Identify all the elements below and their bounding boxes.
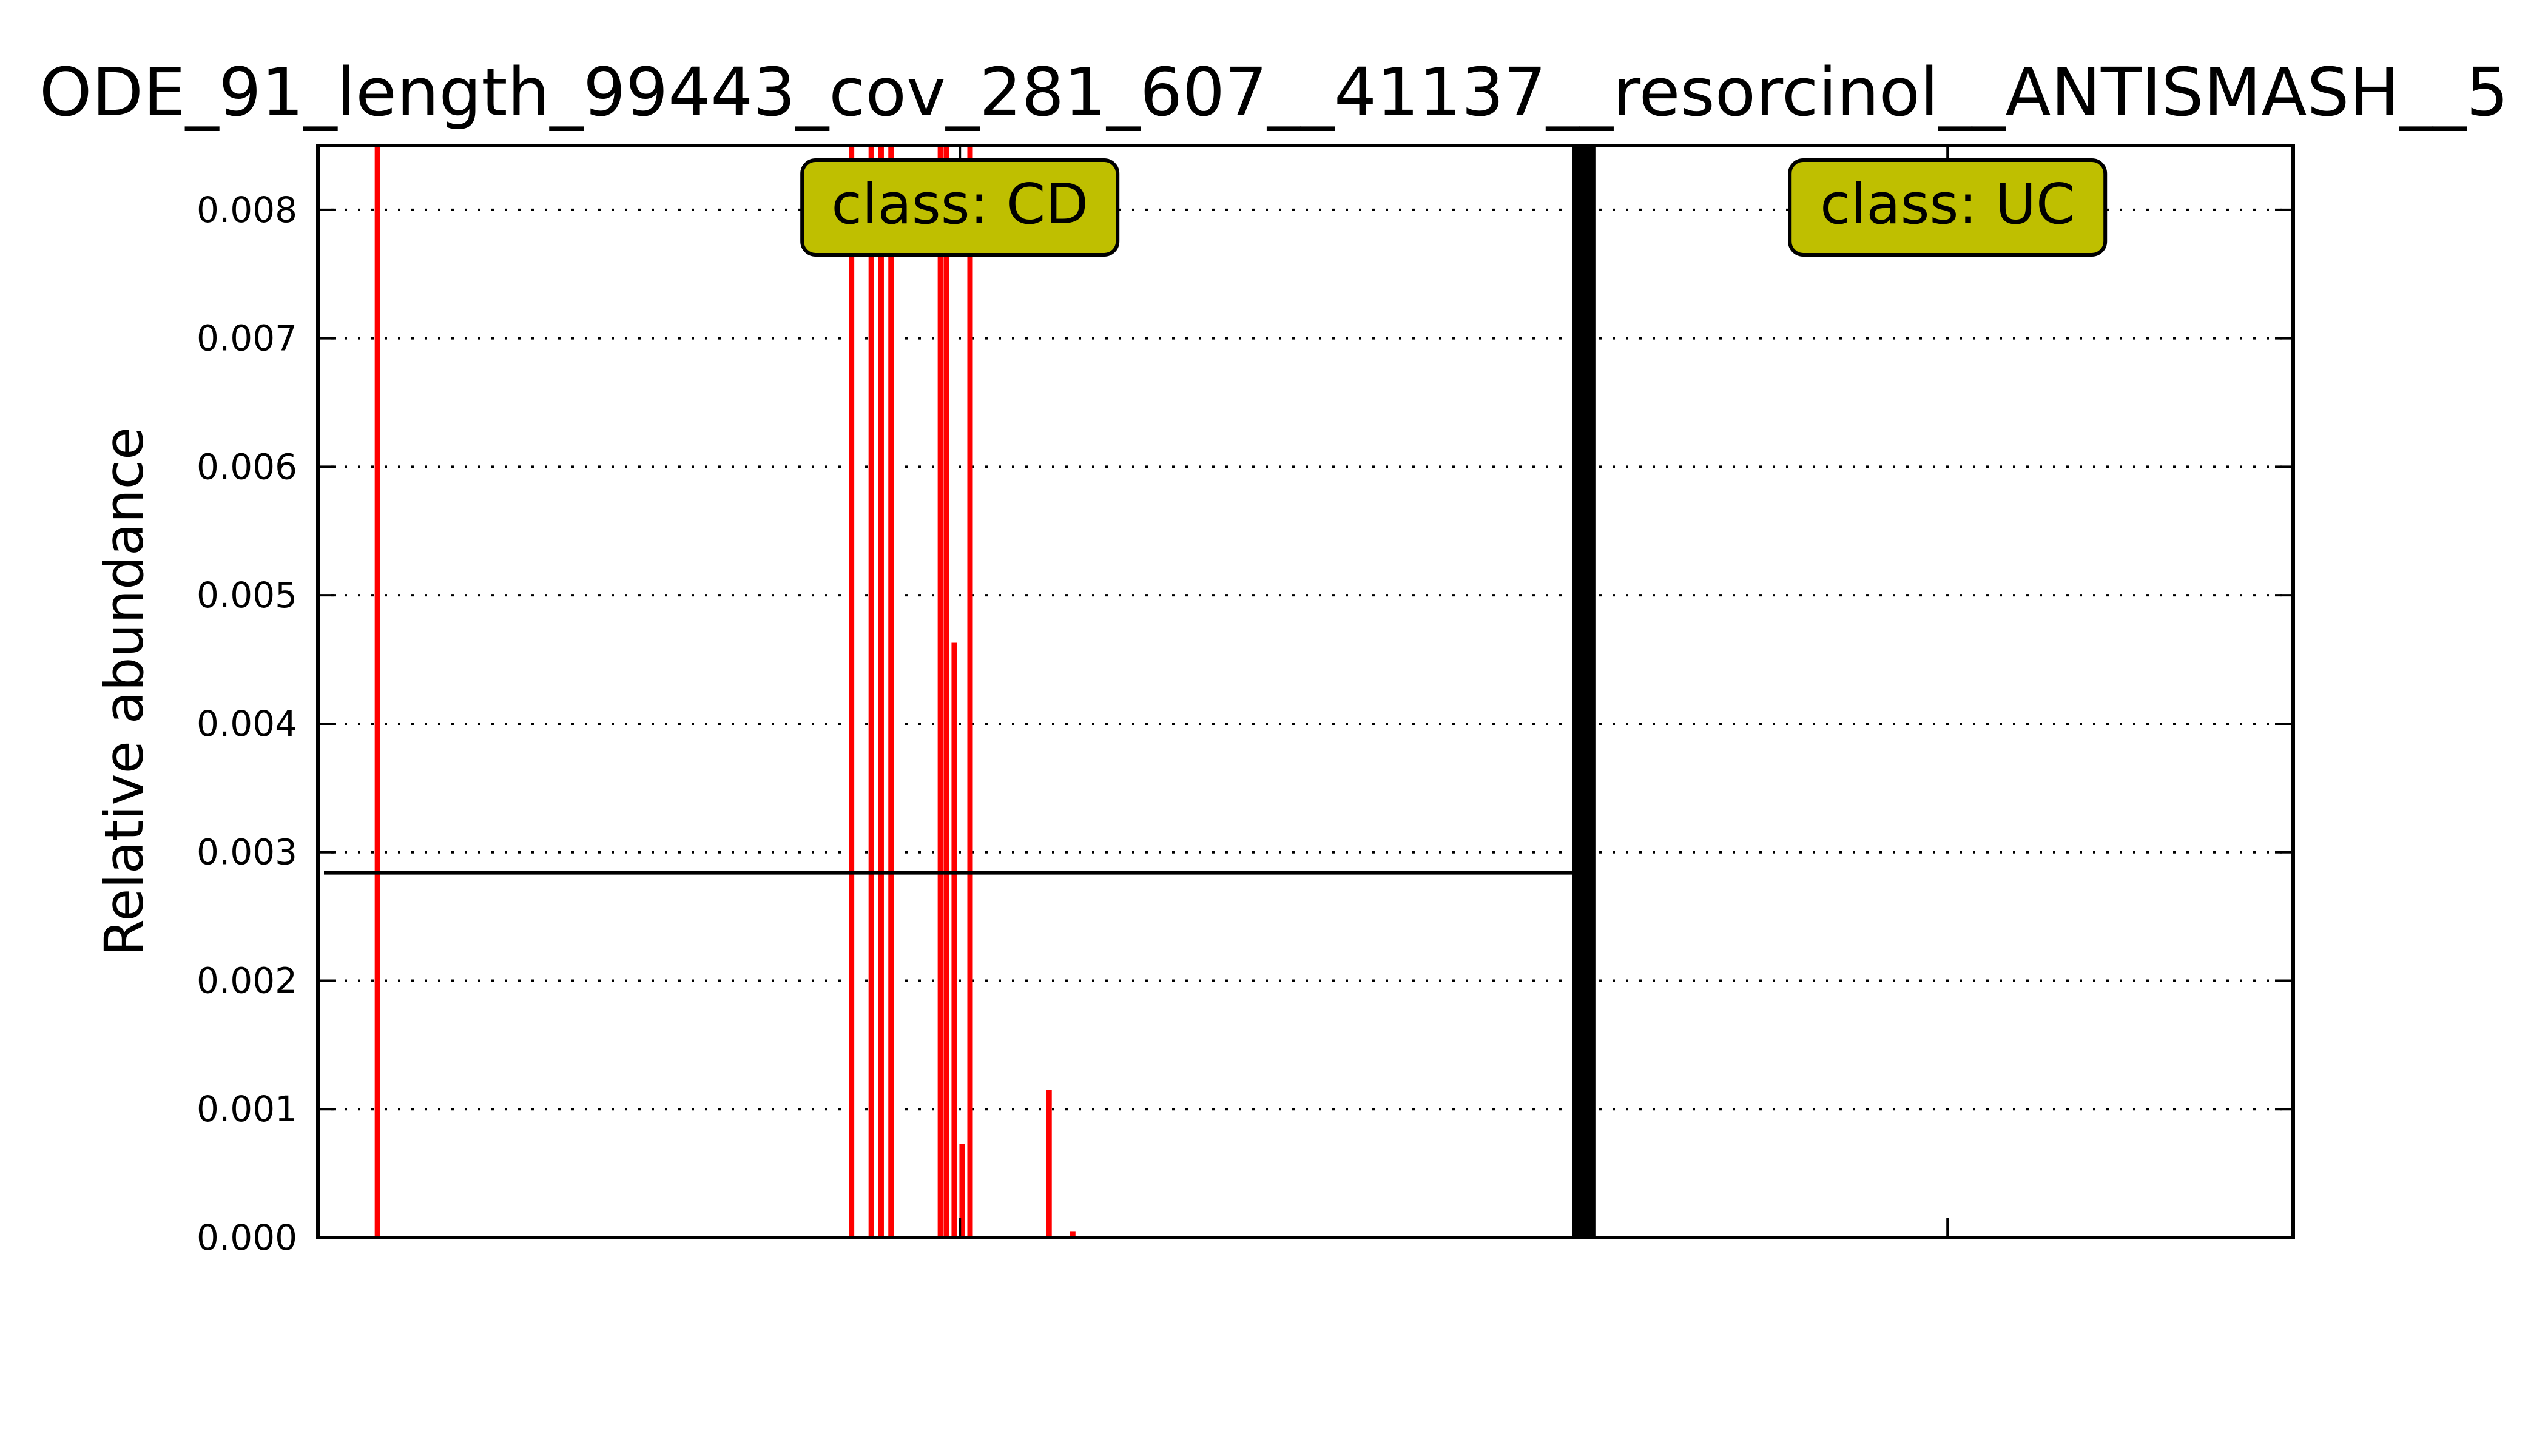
y-tick-label: 0.007 [197, 318, 297, 359]
bar [1070, 1231, 1076, 1238]
bar [888, 146, 894, 1238]
bar [943, 146, 949, 1238]
y-tick-label: 0.008 [197, 189, 297, 231]
group-labels: class: CD class: UC [800, 146, 2108, 1238]
y-tick-label: 0.005 [197, 575, 297, 616]
y-tick-label: 0.000 [197, 1217, 297, 1258]
bar [1046, 1090, 1052, 1238]
bar [959, 1144, 965, 1238]
chart-title: ODE_91_length_99443_cov_281_607__41137__… [39, 53, 2509, 131]
bar [967, 146, 973, 1238]
group-label-box [800, 158, 1120, 257]
bar [849, 146, 855, 1238]
bar [937, 146, 943, 1238]
group-label: class: CD [831, 172, 1088, 237]
y-tick-label: 0.004 [197, 703, 297, 744]
bar [374, 146, 380, 1238]
y-tick-label: 0.002 [197, 960, 297, 1001]
y-tick-label: 0.001 [197, 1088, 297, 1130]
gridlines [318, 208, 2293, 1111]
y-tick-label: 0.006 [197, 446, 297, 487]
bar [878, 146, 884, 1238]
y-tick-label: 0.003 [197, 832, 297, 873]
group-label: class: UC [1820, 172, 2075, 237]
y-axis-ticks: 0.000 0.001 0.002 0.003 0.004 0.005 0.006 0.007… [197, 189, 2293, 1258]
overlays [324, 146, 1596, 1238]
y-axis-label: Relative abundance [93, 427, 155, 956]
group-label-box [1788, 158, 2108, 257]
group-separator [1572, 146, 1596, 1238]
bar [951, 642, 957, 1238]
bars [374, 146, 1076, 1238]
bar [868, 146, 874, 1238]
plot-area-frame [316, 144, 2295, 1239]
